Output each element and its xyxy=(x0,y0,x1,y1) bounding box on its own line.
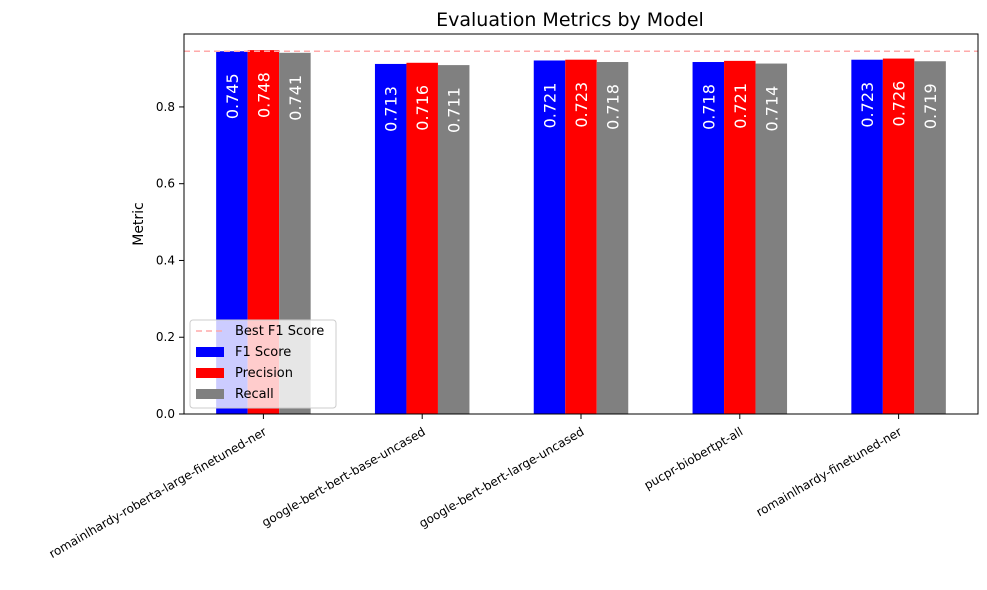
bar-f1-score xyxy=(374,63,407,414)
bar-precision xyxy=(565,59,597,415)
y-tick-label: 0.4 xyxy=(156,253,175,267)
bar-value-label: 0.713 xyxy=(382,86,401,132)
bar-f1-score xyxy=(533,60,566,414)
bar-value-label: 0.718 xyxy=(699,84,718,130)
y-axis-label: Metric xyxy=(131,202,147,246)
x-tick-label: romainlhardy-finetuned-ner xyxy=(754,424,904,519)
bar-value-label: 0.711 xyxy=(445,87,464,133)
bar-f1-score xyxy=(692,62,725,414)
bar-recall xyxy=(914,61,946,414)
y-tick-label: 0.2 xyxy=(156,330,175,344)
x-tick-label: google-bert-bert-base-uncased xyxy=(259,424,427,529)
legend-label: Precision xyxy=(235,366,293,381)
bar-recall xyxy=(755,63,788,415)
bar-value-label: 0.714 xyxy=(762,86,781,132)
bar-value-label: 0.721 xyxy=(731,83,750,129)
y-tick-label: 0.6 xyxy=(156,177,175,191)
bar-value-label: 0.745 xyxy=(223,73,242,119)
legend-label: F1 Score xyxy=(235,345,291,360)
bar-value-label: 0.723 xyxy=(858,82,877,128)
bar-value-label: 0.719 xyxy=(921,83,940,129)
legend-label: Best F1 Score xyxy=(235,324,324,339)
chart-title: Evaluation Metrics by Model xyxy=(436,9,704,31)
bar-f1-score xyxy=(851,59,883,415)
bar-precision xyxy=(882,58,915,415)
x-tick-label: pucpr-biobertpt-all xyxy=(642,424,746,492)
bar-value-label: 0.748 xyxy=(254,72,273,118)
bar-value-label: 0.726 xyxy=(890,81,909,127)
bar-value-label: 0.723 xyxy=(572,82,591,128)
legend-swatch-f1-score xyxy=(196,347,224,357)
bar-precision xyxy=(724,60,756,415)
bar-recall xyxy=(596,62,629,414)
y-tick-label: 0.0 xyxy=(156,407,175,421)
bar-value-label: 0.718 xyxy=(604,84,623,130)
x-tick-label: romainlhardy-roberta-large-finetuned-ner xyxy=(47,424,269,560)
bar-recall xyxy=(437,65,470,414)
bar-value-label: 0.716 xyxy=(413,85,432,131)
bar-value-label: 0.721 xyxy=(541,83,560,129)
legend-label: Recall xyxy=(235,387,274,402)
x-tick-label: google-bert-bert-large-uncased xyxy=(417,424,587,530)
bar-value-label: 0.741 xyxy=(286,75,305,121)
legend: Best F1 Score F1 Score Precision Recall xyxy=(189,319,337,409)
plot-area: 0.745 0.748 0.741 0.713 0.716 0.711 0.721 0.723… xyxy=(47,33,979,561)
legend-swatch-precision xyxy=(196,368,224,378)
legend-swatch-recall xyxy=(196,389,224,399)
legend-box xyxy=(189,319,337,409)
y-tick-label: 0.8 xyxy=(156,100,175,114)
bar-precision xyxy=(406,62,438,415)
